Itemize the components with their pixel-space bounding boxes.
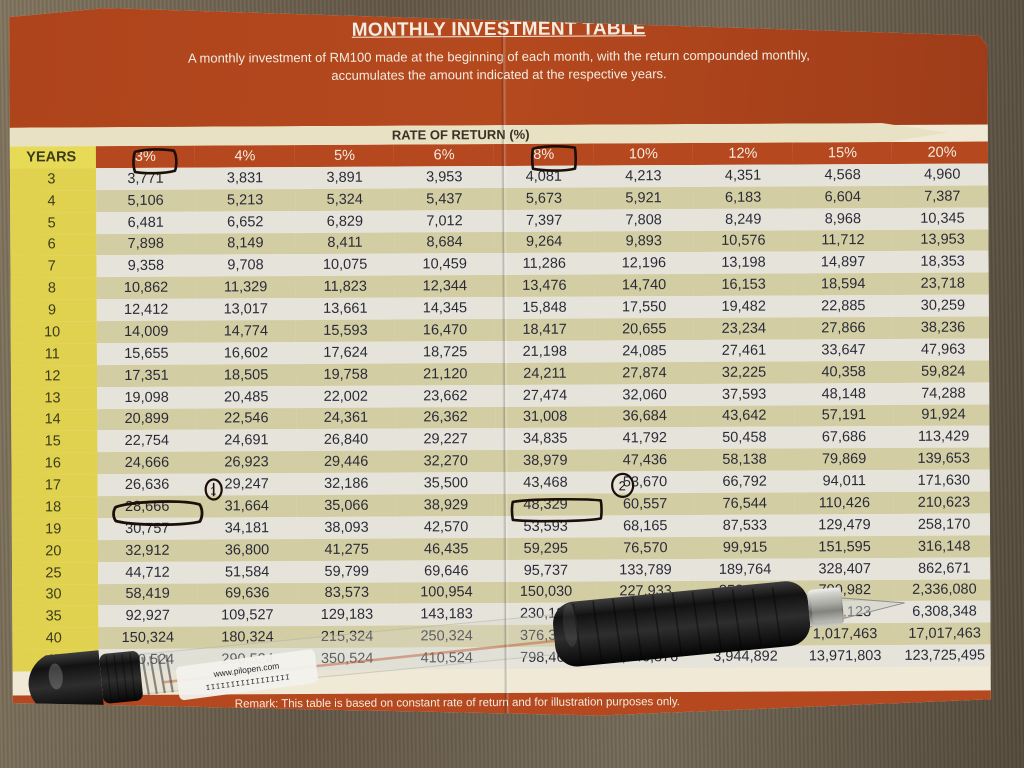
svg-text:IIIIIIIIIIIIIIIII: IIIIIIIIIIIIIIIII (206, 674, 291, 693)
